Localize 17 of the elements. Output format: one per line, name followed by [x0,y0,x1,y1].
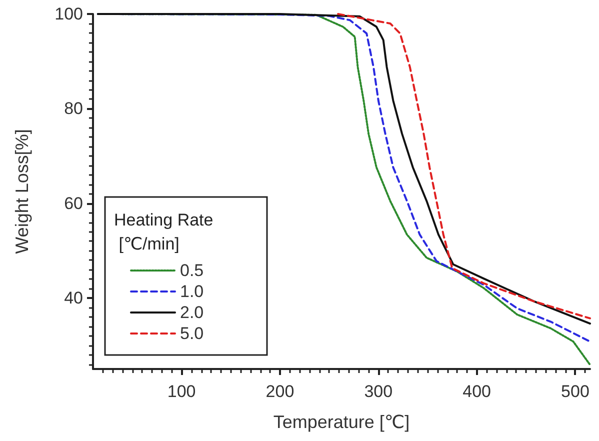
y-axis-title: Weight Loss[%] [12,129,32,254]
legend-label: 0.5 [180,261,204,280]
x-tick-label: 500 [561,382,590,401]
legend-label: 5.0 [180,324,204,343]
y-tick-label: 40 [64,288,83,308]
legend-label: 2.0 [180,303,204,322]
y-tick-label: 80 [64,99,83,118]
legend-label: 1.0 [180,282,204,301]
y-tick-label: 60 [64,194,83,213]
x-tick-label: 300 [364,382,393,401]
x-axis-title: Temperature [℃] [273,412,410,432]
x-tick-label: 400 [462,382,492,401]
line-series [337,13,591,320]
y-tick-label: 100 [54,4,83,24]
x-tick-label: 200 [266,382,294,401]
legend-title: Heating Rate [℃/min] [114,210,214,254]
x-tick-label: 100 [167,382,196,401]
